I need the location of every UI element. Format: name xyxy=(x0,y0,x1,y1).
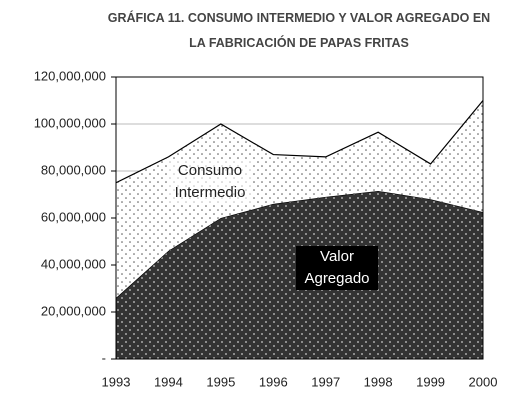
series-label: Valor Agregado xyxy=(296,246,378,290)
x-tick-label: 1994 xyxy=(154,374,183,389)
y-tick-label: 120,000,000 xyxy=(34,68,106,83)
x-tick-label: 1997 xyxy=(311,374,340,389)
y-tick-label: 20,000,000 xyxy=(41,303,106,318)
chart-title: GRÁFICA 11. CONSUMO INTERMEDIO Y VALOR A… xyxy=(107,11,491,50)
y-tick-label: - xyxy=(102,350,106,365)
area xyxy=(116,100,483,298)
y-tick-label: 80,000,000 xyxy=(41,162,106,177)
series-label: Consumo Intermedio xyxy=(168,160,252,204)
x-tick-label: 2000 xyxy=(469,374,498,389)
x-tick-label: 1995 xyxy=(206,374,235,389)
x-tick-label: 1999 xyxy=(416,374,445,389)
x-tick-label: 1993 xyxy=(102,374,131,389)
x-tick-label: 1996 xyxy=(259,374,288,389)
x-tick-label: 1998 xyxy=(364,374,393,389)
y-tick-label: 60,000,000 xyxy=(41,209,106,224)
y-tick-label: 100,000,000 xyxy=(34,115,106,130)
area-edge xyxy=(115,100,484,184)
y-tick-label: 40,000,000 xyxy=(41,256,106,271)
plot-frame xyxy=(115,76,484,360)
